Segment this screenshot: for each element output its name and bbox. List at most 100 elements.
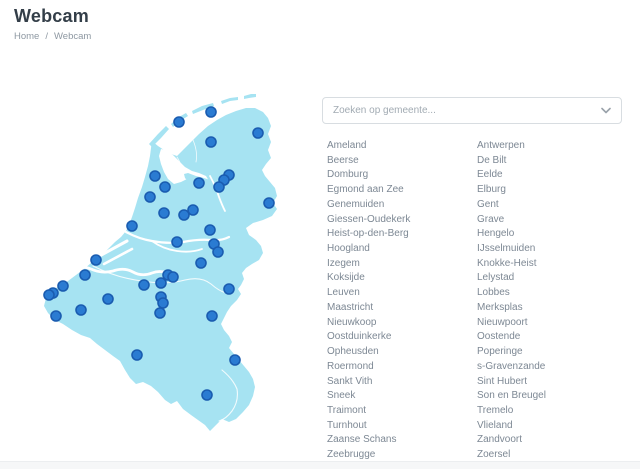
webcam-markers — [43, 106, 275, 401]
municipality-link[interactable]: Lelystad — [477, 272, 515, 284]
municipality-link[interactable]: Zaanse Schans — [327, 434, 397, 446]
municipality-link[interactable]: Elburg — [477, 184, 506, 196]
chevron-down-icon — [601, 107, 611, 114]
municipality-link[interactable]: Roermond — [327, 360, 374, 372]
webcam-marker[interactable] — [229, 354, 241, 366]
webcam-marker[interactable] — [158, 207, 170, 219]
webcam-marker[interactable] — [223, 283, 235, 295]
webcam-marker[interactable] — [193, 177, 205, 189]
municipality-link[interactable]: Zandvoort — [477, 434, 523, 446]
ijssel-river — [209, 175, 226, 212]
webcam-marker[interactable] — [149, 170, 161, 182]
footer-strip — [0, 461, 640, 469]
webcam-marker[interactable] — [50, 310, 62, 322]
westerschelde-estuary — [67, 265, 169, 277]
grevelingen-estuary — [102, 247, 134, 266]
webcam-marker[interactable] — [205, 136, 217, 148]
webcam-marker[interactable] — [178, 209, 190, 221]
breadcrumb-separator: / — [45, 31, 48, 42]
ijsselmeer-lake — [159, 149, 209, 184]
webcam-marker[interactable] — [171, 236, 183, 248]
municipality-link[interactable]: De Bilt — [477, 154, 507, 166]
webcam-marker[interactable] — [138, 279, 150, 291]
webcam-marker[interactable] — [90, 254, 102, 266]
municipality-link[interactable]: Izegem — [327, 257, 360, 269]
webcam-marker[interactable] — [57, 280, 69, 292]
webcam-marker[interactable] — [75, 304, 87, 316]
municipality-link[interactable]: Merksplas — [477, 301, 523, 313]
webcam-marker[interactable] — [212, 246, 224, 258]
webcam-marker[interactable] — [79, 269, 91, 281]
municipality-link[interactable]: Sneek — [327, 390, 356, 402]
municipality-link[interactable]: Domburg — [327, 169, 369, 181]
municipality-link[interactable]: Oostende — [477, 331, 521, 343]
webcam-marker[interactable] — [263, 197, 275, 209]
municipality-link[interactable]: Maastricht — [327, 301, 374, 313]
municipality-link[interactable]: Traimont — [327, 404, 367, 416]
municipality-link[interactable]: Zoersel — [477, 449, 511, 461]
breadcrumb-current: Webcam — [53, 31, 92, 42]
municipality-select[interactable]: Zoeken op gemeente... — [322, 97, 622, 124]
municipality-link[interactable]: Ameland — [327, 140, 367, 151]
benelux-webcam-map — [25, 70, 325, 460]
municipality-link[interactable]: Nieuwpoort — [477, 316, 528, 328]
webcam-marker[interactable] — [206, 310, 218, 322]
maas-river — [151, 240, 203, 253]
webcam-marker[interactable] — [173, 116, 185, 128]
municipality-link[interactable]: s-Gravenzande — [477, 360, 546, 372]
municipality-link[interactable]: Hoogland — [327, 243, 370, 255]
webcam-marker[interactable] — [144, 191, 156, 203]
municipality-list-left: Ameland Beerse Domburg Egmond aan Zee Genemu… — [327, 139, 475, 463]
webcam-marker[interactable] — [195, 257, 207, 269]
breadcrumb-home-link[interactable]: Home — [14, 31, 40, 42]
municipality-link[interactable]: Zeebrugge — [327, 449, 376, 461]
municipality-link[interactable]: Eelde — [477, 169, 503, 181]
webcam-marker[interactable] — [167, 271, 179, 283]
municipality-link[interactable]: Antwerpen — [477, 140, 525, 151]
municipality-link[interactable]: Oostduinkerke — [327, 331, 392, 343]
municipality-link[interactable]: Grave — [477, 213, 505, 225]
municipality-link[interactable]: Nieuwkoop — [327, 316, 377, 328]
webcam-marker[interactable] — [204, 224, 216, 236]
municipality-link[interactable]: Gent — [477, 198, 499, 210]
municipality-link[interactable]: Poperinge — [477, 346, 523, 358]
municipality-link[interactable]: Genemuiden — [327, 198, 385, 210]
webcam-marker[interactable] — [155, 277, 167, 289]
municipality-link[interactable]: Sankt Vith — [327, 375, 373, 387]
webcam-marker[interactable] — [213, 181, 225, 193]
municipality-link[interactable]: Giessen-Oudekerk — [327, 213, 411, 225]
municipality-link[interactable]: Beerse — [327, 154, 359, 166]
province-border — [176, 139, 197, 175]
haringvliet-estuary — [87, 231, 124, 253]
municipality-link[interactable]: Hengelo — [477, 228, 515, 240]
municipality-link[interactable]: Tremelo — [477, 404, 514, 416]
municipality-link[interactable]: Egmond aan Zee — [327, 184, 404, 196]
webcam-marker[interactable] — [157, 297, 169, 309]
webcam-marker[interactable] — [126, 220, 138, 232]
webcam-marker[interactable] — [102, 293, 114, 305]
breadcrumb: Home / Webcam — [14, 31, 91, 42]
municipality-link[interactable]: Turnhout — [327, 419, 367, 431]
municipality-link[interactable]: Vlieland — [477, 419, 513, 431]
luxembourg-border — [218, 369, 238, 422]
webcam-marker[interactable] — [252, 127, 264, 139]
municipality-link[interactable]: Heist-op-den-Berg — [327, 228, 409, 240]
municipality-link[interactable]: Leuven — [327, 287, 360, 299]
webcam-marker[interactable] — [131, 349, 143, 361]
webcam-marker[interactable] — [201, 389, 213, 401]
municipality-link[interactable]: Koksijde — [327, 272, 365, 284]
webcam-marker[interactable] — [43, 289, 55, 301]
municipality-link[interactable]: Sint Hubert — [477, 375, 528, 387]
webcam-marker[interactable] — [205, 106, 217, 118]
webcam-marker[interactable] — [187, 204, 199, 216]
municipality-link[interactable]: Opheusden — [327, 346, 379, 358]
municipality-link[interactable]: Knokke-Heist — [477, 257, 537, 269]
municipality-list-right: Antwerpen De Bilt Eelde Elburg Gent Grave Heng… — [477, 139, 625, 463]
map-svg — [43, 94, 277, 431]
municipality-link[interactable]: IJsselmuiden — [477, 243, 536, 255]
webcam-marker[interactable] — [159, 181, 171, 193]
municipality-link[interactable]: Son en Breugel — [477, 390, 546, 402]
webcam-marker[interactable] — [154, 307, 166, 319]
municipality-link[interactable]: Lobbes — [477, 287, 510, 299]
